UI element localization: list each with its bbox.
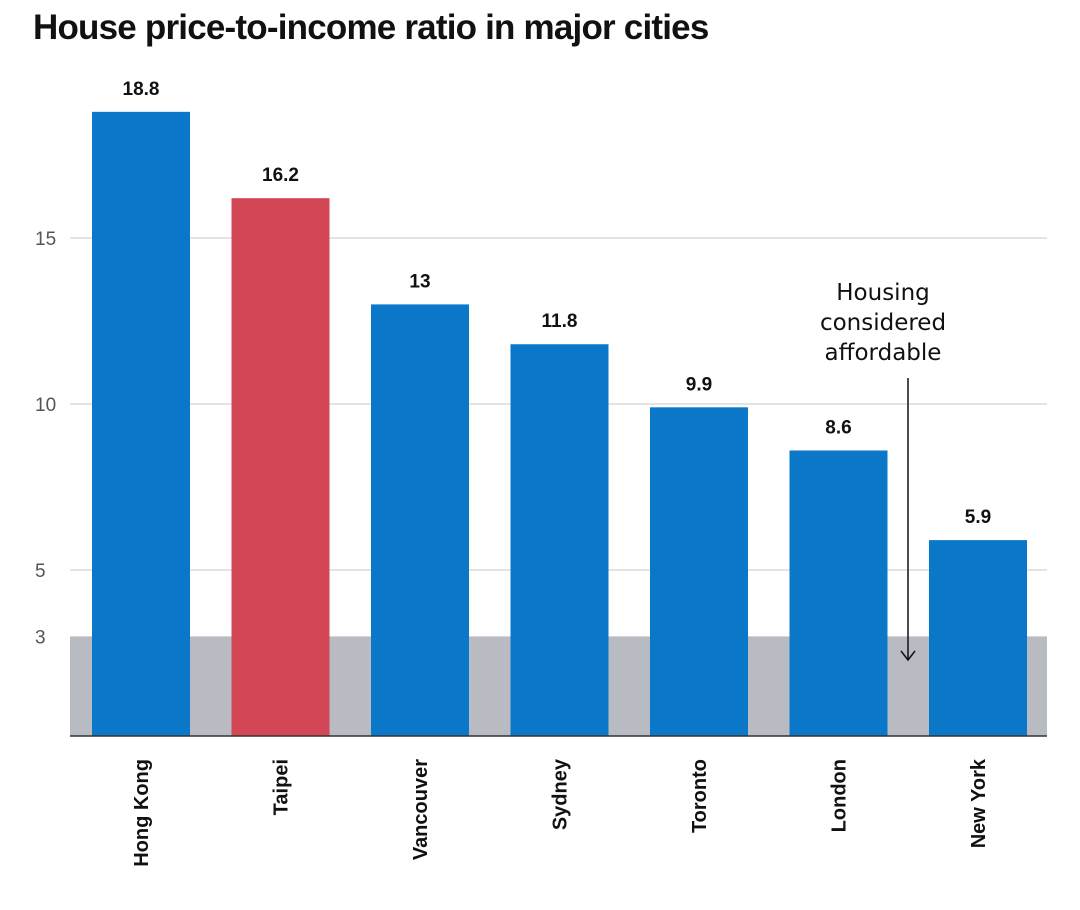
bar-hong-kong xyxy=(92,111,190,737)
bar-new-york xyxy=(929,540,1027,736)
category-label: Taipei xyxy=(271,759,293,815)
value-label: 9.9 xyxy=(686,374,712,395)
bar-sydney xyxy=(510,344,609,736)
y-tick-label: 15 xyxy=(35,229,56,250)
bar-london xyxy=(789,450,888,736)
category-label: Vancouver xyxy=(410,759,432,860)
value-label: 8.6 xyxy=(825,417,851,438)
category-label: New York xyxy=(968,758,990,848)
y-tick-label: 10 xyxy=(35,395,56,416)
annotation-text: affordable xyxy=(825,340,942,366)
category-label: London xyxy=(829,759,851,832)
bar-vancouver xyxy=(371,304,469,736)
value-label: 18.8 xyxy=(123,79,160,100)
chart-title: House price-to-income ratio in major cit… xyxy=(33,8,709,47)
y-tick-label: 5 xyxy=(35,561,46,582)
value-label: 5.9 xyxy=(965,507,991,528)
bar-taipei xyxy=(231,198,330,736)
annotation-text: Housing xyxy=(836,280,930,306)
category-label: Sydney xyxy=(550,758,572,830)
bar-toronto xyxy=(650,407,748,736)
category-label: Hong Kong xyxy=(131,759,153,867)
annotation-arrow-head xyxy=(900,650,916,662)
category-label: Toronto xyxy=(689,759,711,833)
annotation-text: considered xyxy=(820,310,946,336)
value-label: 16.2 xyxy=(262,165,299,186)
y-tick-label: 3 xyxy=(35,627,46,648)
value-label: 11.8 xyxy=(542,311,578,332)
value-label: 13 xyxy=(409,271,430,292)
